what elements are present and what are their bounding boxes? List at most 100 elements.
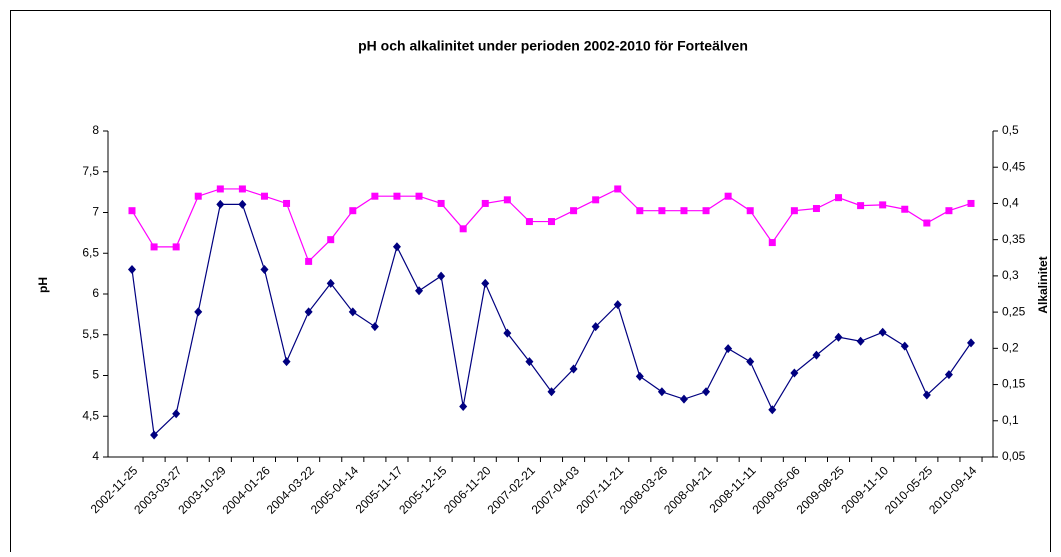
marker xyxy=(857,202,865,210)
marker xyxy=(238,199,247,209)
marker xyxy=(349,207,357,215)
marker xyxy=(194,307,203,317)
marker xyxy=(150,243,158,251)
marker xyxy=(547,387,556,397)
marker xyxy=(481,278,490,288)
marker xyxy=(437,199,445,207)
marker xyxy=(856,336,865,346)
marker xyxy=(282,357,291,367)
marker xyxy=(680,207,688,215)
y-tick-label: 5,5 xyxy=(82,327,99,341)
marker xyxy=(194,192,202,200)
y-tick-label: 8 xyxy=(92,123,99,137)
marker xyxy=(128,207,136,215)
marker xyxy=(392,242,401,252)
marker xyxy=(746,357,755,367)
y-tick-label: 6 xyxy=(92,286,99,300)
marker xyxy=(679,394,688,404)
marker xyxy=(481,199,489,207)
y2-axis-label: Alkalinitet xyxy=(1036,256,1050,313)
y2-tick-label: 0,35 xyxy=(1002,232,1026,246)
y2-tick-label: 0,25 xyxy=(1002,304,1026,318)
y-tick-label: 4 xyxy=(92,449,99,463)
marker xyxy=(150,430,159,440)
marker xyxy=(172,243,180,251)
marker xyxy=(944,370,953,380)
y-tick-label: 5 xyxy=(92,368,99,382)
marker xyxy=(260,192,268,200)
marker xyxy=(657,387,666,397)
marker xyxy=(260,265,269,275)
marker xyxy=(525,357,534,367)
marker xyxy=(172,409,181,419)
marker xyxy=(371,192,379,200)
marker xyxy=(415,286,424,296)
marker xyxy=(570,207,578,215)
marker xyxy=(967,199,975,207)
marker xyxy=(415,192,423,200)
marker xyxy=(724,192,732,200)
marker xyxy=(702,207,710,215)
marker xyxy=(878,327,887,337)
marker xyxy=(812,205,820,213)
marker xyxy=(591,322,600,332)
marker xyxy=(128,265,136,275)
marker xyxy=(922,390,931,400)
marker xyxy=(459,401,468,411)
marker xyxy=(790,207,798,215)
marker xyxy=(238,185,246,193)
marker xyxy=(812,350,821,360)
marker xyxy=(348,307,357,317)
marker xyxy=(900,341,909,351)
marker xyxy=(790,368,799,378)
marker xyxy=(945,207,953,215)
marker xyxy=(326,278,335,288)
y-tick-label: 7 xyxy=(92,205,99,219)
marker xyxy=(503,328,512,338)
y2-tick-label: 0,2 xyxy=(1002,341,1019,355)
marker xyxy=(216,185,224,193)
y2-tick-label: 0,3 xyxy=(1002,268,1019,282)
marker xyxy=(967,338,975,348)
y2-tick-label: 0,45 xyxy=(1002,159,1026,173)
marker xyxy=(525,218,533,226)
marker xyxy=(592,196,600,204)
marker xyxy=(370,322,379,332)
marker xyxy=(614,185,622,193)
marker xyxy=(746,207,754,215)
marker xyxy=(658,207,666,215)
y-axis-label: pH xyxy=(36,277,50,293)
y-tick-label: 7,5 xyxy=(82,164,99,178)
marker xyxy=(834,332,843,342)
marker xyxy=(923,219,931,227)
marker xyxy=(879,201,887,209)
y2-tick-label: 0,15 xyxy=(1002,377,1026,391)
marker xyxy=(327,236,335,244)
marker xyxy=(437,271,446,281)
marker xyxy=(724,344,733,354)
marker xyxy=(216,199,225,209)
marker xyxy=(283,199,291,207)
chart-title: pH och alkalinitet under perioden 2002-2… xyxy=(358,38,748,54)
marker xyxy=(503,196,511,204)
marker xyxy=(636,207,644,215)
marker xyxy=(305,257,313,265)
marker xyxy=(835,194,843,202)
y2-tick-label: 0,5 xyxy=(1002,123,1019,137)
chart-frame xyxy=(10,10,1051,556)
marker xyxy=(901,205,909,213)
y-tick-label: 4,5 xyxy=(82,408,99,422)
marker xyxy=(304,307,313,317)
marker xyxy=(569,364,578,374)
y-tick-label: 6,5 xyxy=(82,245,99,259)
marker xyxy=(613,300,622,310)
y2-tick-label: 0,4 xyxy=(1002,196,1019,210)
marker xyxy=(459,225,467,233)
marker xyxy=(768,239,776,247)
marker xyxy=(548,218,555,226)
y2-tick-label: 0,1 xyxy=(1002,413,1019,427)
marker xyxy=(635,371,644,381)
marker xyxy=(768,405,777,415)
marker xyxy=(393,192,401,200)
